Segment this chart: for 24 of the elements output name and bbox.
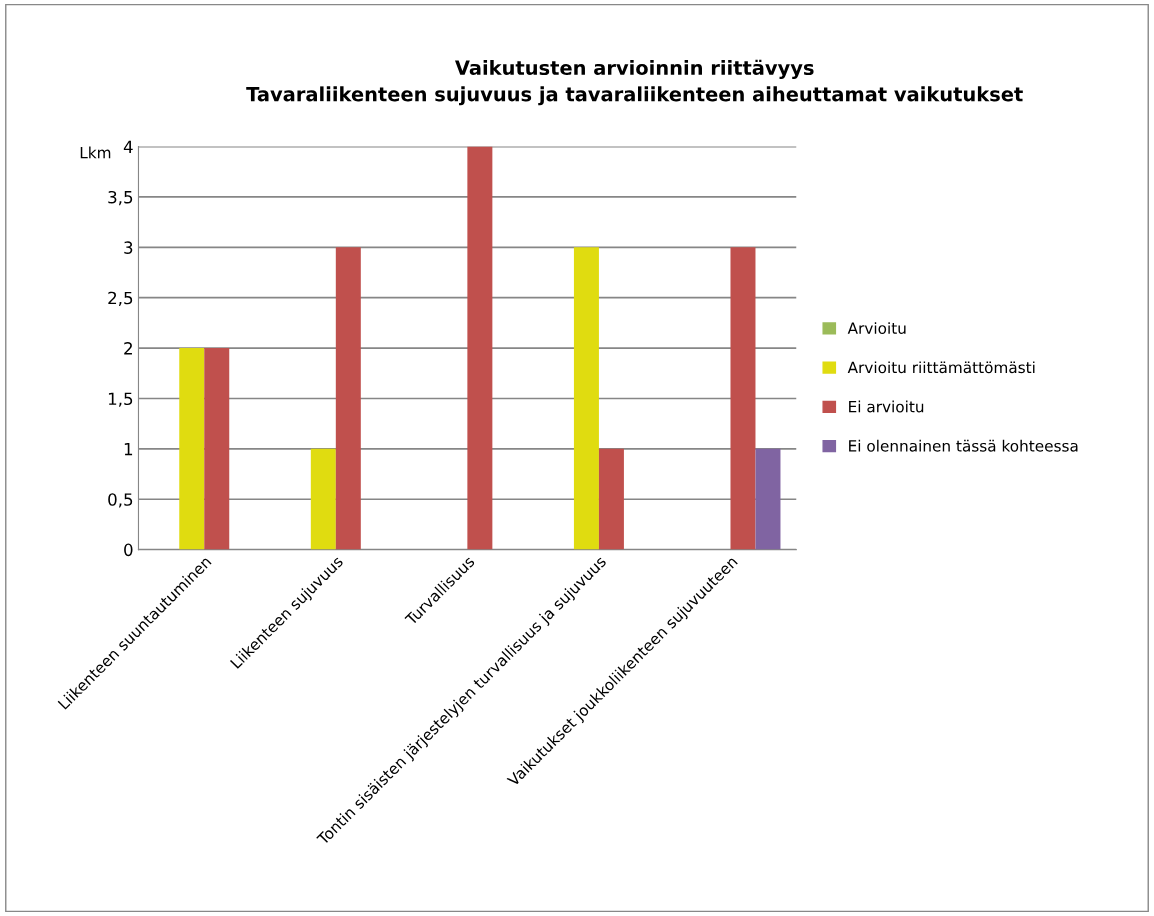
bar [310, 448, 336, 550]
chart-title: Vaikutusten arvioinnin riittävyys Tavaraliikenteen sujuvuus ja tavaraliikenteen aiheuttamat vaikutukset [246, 59, 1023, 106]
bar [598, 448, 624, 550]
y-tick-label: 0 [124, 543, 133, 557]
bar [179, 348, 205, 550]
bar [573, 247, 599, 550]
y-tick-label: 2,5 [108, 291, 133, 306]
legend-label: Ei arvioitu [849, 400, 924, 413]
bar [730, 247, 756, 550]
legend-label: Arvioitu riittämättömästi [847, 361, 1035, 374]
y-tick-label: 3 [124, 241, 133, 254]
y-tick-label: 3,5 [108, 190, 133, 206]
bar [467, 146, 493, 550]
y-tick-label: 1 [124, 443, 133, 456]
bar [204, 348, 230, 550]
y-tick-label: 1,5 [108, 392, 133, 407]
y-tick-label: 2 [124, 342, 132, 355]
legend-label: Ei olennainen tässä kohteessa [849, 439, 1078, 452]
y-tick-label: 4 [123, 140, 133, 153]
y-tick-label: 0,5 [108, 493, 133, 508]
bar [335, 247, 361, 550]
bar [755, 448, 781, 550]
legend-label: Arvioitu [847, 322, 906, 334]
y-axis-title: Lkm [80, 146, 111, 159]
